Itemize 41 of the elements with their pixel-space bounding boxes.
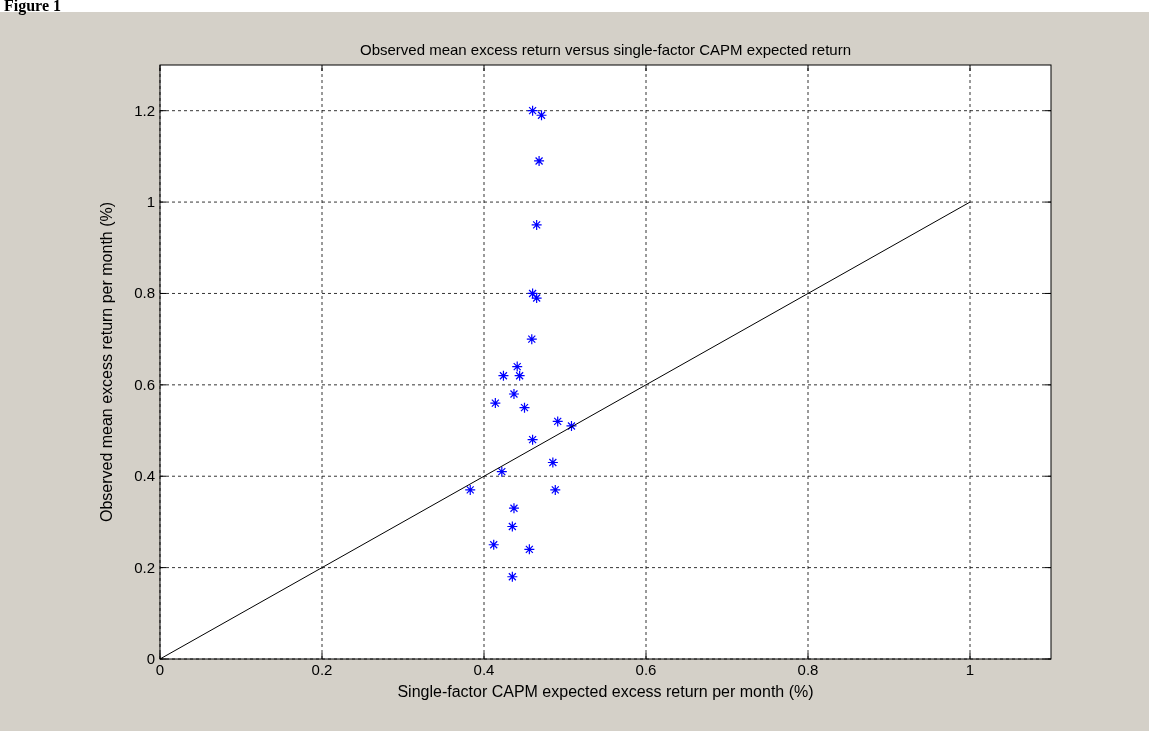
point [518,402,531,414]
caption: Figure 1 [4,0,62,15]
point [531,292,543,304]
point [535,109,548,121]
x-tick-label: 1 [965,661,975,678]
y-tick-label: 0 [146,650,155,667]
x-tick-label: 0.2 [311,661,333,678]
point [531,219,543,231]
point [508,388,520,400]
point [514,370,526,382]
y-tick-label: 0.4 [134,467,155,485]
point [506,571,518,583]
x-tick-label: 0.8 [797,661,819,678]
x-tick-label: 0.4 [473,661,495,678]
point [489,397,501,409]
y-tick-label: 1 [146,193,155,211]
point [533,155,545,167]
point [497,370,510,382]
point [508,502,520,514]
point [523,543,535,555]
point [547,456,559,469]
y-tick-label: 1.2 [134,101,155,119]
point [549,484,561,496]
y-tick-label: 0.2 [134,558,155,576]
point [527,434,539,446]
point [526,333,538,345]
y-axis-title: Observed mean excess return per month (%) [98,201,115,523]
point [506,520,518,533]
point [511,360,523,373]
point [488,539,500,551]
y-tick-label: 0.8 [134,284,155,302]
point [527,287,539,300]
point [527,105,539,117]
point [496,466,508,478]
point [464,484,476,496]
y-tick-label: 0.6 [134,375,155,393]
point [565,420,578,432]
x-axis-title: Single-factor CAPM expected excess return per month (%) [397,683,814,700]
point [552,415,564,427]
chart-title: Observed mean excess return versus single-factor CAPM expected return [359,41,852,58]
x-tick-label: 0.6 [635,661,657,678]
